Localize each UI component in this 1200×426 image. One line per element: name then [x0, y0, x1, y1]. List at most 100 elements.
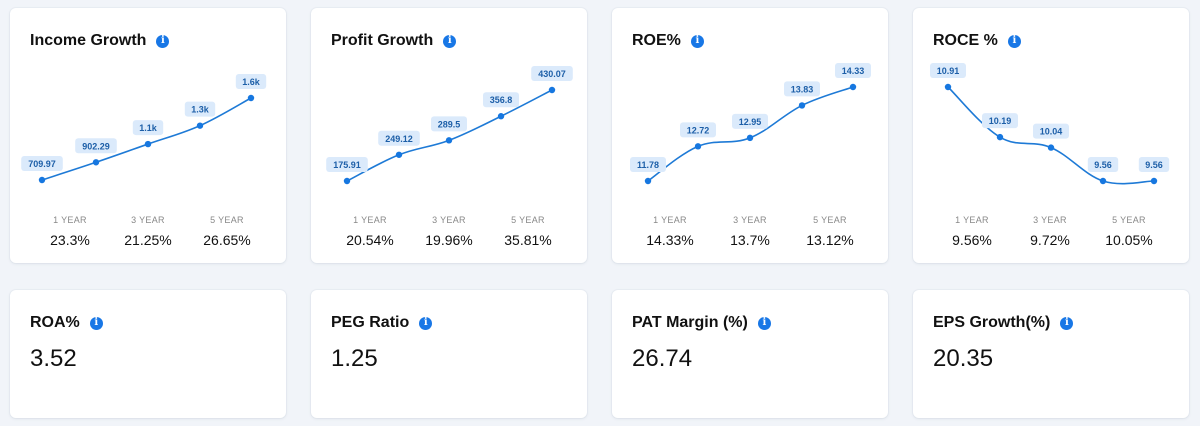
- data-point[interactable]: [996, 133, 1004, 141]
- data-label: 1.1k: [139, 123, 158, 133]
- data-point[interactable]: [644, 177, 652, 185]
- growth-value-1-year: 23.3%: [50, 232, 90, 248]
- data-label: 12.95: [739, 117, 762, 127]
- metric-value: 26.74: [632, 345, 693, 372]
- data-label-bg: [378, 130, 420, 146]
- growth-value-3-year: 21.25%: [124, 232, 172, 248]
- pat-margin-card: PAT Margin (%) i 26.74: [612, 290, 888, 418]
- data-point[interactable]: [445, 137, 453, 144]
- period-label-3-year: 3 YEAR: [131, 215, 165, 225]
- data-point[interactable]: [196, 122, 204, 129]
- data-point[interactable]: [944, 83, 952, 91]
- info-icon[interactable]: i: [1060, 316, 1074, 330]
- period-label-1-year: 1 YEAR: [653, 215, 687, 225]
- growth-value-5-year: 26.65%: [203, 232, 251, 248]
- data-label: 12.72: [687, 125, 710, 135]
- metric-value: 3.52: [30, 345, 77, 372]
- card-title: ROE% i: [632, 32, 704, 50]
- period-label-5-year: 5 YEAR: [1112, 215, 1146, 225]
- card-title-text: ROE%: [632, 32, 681, 49]
- data-point[interactable]: [343, 177, 351, 185]
- growth-value-5-year: 35.81%: [504, 232, 552, 248]
- data-label: 11.78: [637, 160, 659, 170]
- data-label: 10.19: [989, 116, 1012, 126]
- data-point[interactable]: [746, 134, 754, 142]
- card-title: PAT Margin (%) i: [632, 314, 771, 332]
- data-point[interactable]: [92, 159, 100, 166]
- series-line: [647, 86, 854, 182]
- period-label-1-year: 1 YEAR: [353, 215, 387, 225]
- period-label-1-year: 1 YEAR: [955, 215, 989, 225]
- data-label: 1.3k: [191, 105, 210, 115]
- roce-card: ROCE % i 10.91 10.19 10.04 9.56 9.56 1 YEAR …: [913, 8, 1189, 263]
- roe-card: ROE% i 11.78 12.72 12.95 13.83 14.33 1 YEAR …: [612, 8, 888, 263]
- card-title: Profit Growth i: [331, 32, 457, 50]
- period-labels: 1 YEAR 3 YEAR 5 YEAR: [10, 215, 286, 227]
- data-point[interactable]: [1099, 177, 1107, 185]
- data-point[interactable]: [395, 151, 403, 158]
- data-label-bg: [531, 66, 573, 81]
- data-label: 430.07: [538, 69, 566, 79]
- data-point[interactable]: [497, 113, 505, 120]
- card-title-text: Income Growth: [30, 32, 147, 49]
- income-growth-card: Income Growth i 709.97 902.29 1.1k 1.3k 1.6k…: [10, 8, 286, 263]
- roa-card: ROA% i 3.52: [10, 290, 286, 418]
- data-label-bg: [1087, 157, 1119, 172]
- data-label: 10.04: [1040, 127, 1063, 137]
- card-title: ROA% i: [30, 314, 103, 332]
- data-point[interactable]: [1047, 144, 1055, 151]
- data-point[interactable]: [144, 140, 152, 148]
- data-label-bg: [982, 113, 1018, 129]
- data-label-bg: [1033, 123, 1069, 139]
- info-icon[interactable]: i: [690, 34, 704, 48]
- card-title-text: ROCE %: [933, 32, 998, 49]
- card-title: EPS Growth(%) i: [933, 314, 1074, 332]
- data-label-bg: [75, 138, 117, 154]
- info-icon[interactable]: i: [156, 34, 170, 48]
- data-label: 175.91: [333, 160, 361, 170]
- eps-growth-card: EPS Growth(%) i 20.35: [913, 290, 1189, 418]
- data-label-bg: [21, 156, 63, 171]
- data-label-bg: [1138, 157, 1170, 172]
- info-icon[interactable]: i: [89, 316, 103, 330]
- info-icon[interactable]: i: [757, 316, 771, 330]
- growth-value-3-year: 13.7%: [730, 232, 770, 248]
- card-title-text: Profit Growth: [331, 32, 434, 49]
- roce-chart: 10.91 10.19 10.04 9.56 9.56: [930, 63, 1170, 185]
- data-label: 249.12: [385, 134, 413, 144]
- data-point[interactable]: [798, 102, 806, 109]
- growth-value-3-year: 9.72%: [1030, 232, 1070, 248]
- data-label: 902.29: [82, 141, 110, 151]
- period-label-3-year: 3 YEAR: [1033, 215, 1067, 225]
- data-label: 289.5: [438, 119, 461, 129]
- metric-value: 20.35: [933, 345, 994, 372]
- data-point[interactable]: [849, 83, 857, 91]
- income-growth-chart: 709.97 902.29 1.1k 1.3k 1.6k: [21, 74, 267, 184]
- data-label-bg: [930, 63, 966, 78]
- series-line: [346, 89, 553, 182]
- info-icon[interactable]: i: [419, 316, 433, 330]
- card-title-text: ROA%: [30, 314, 80, 331]
- data-point[interactable]: [38, 176, 46, 184]
- card-title: ROCE % i: [933, 32, 1021, 50]
- data-point[interactable]: [694, 143, 702, 150]
- data-label: 709.97: [28, 159, 56, 169]
- period-labels: 1 YEAR 3 YEAR 5 YEAR: [612, 215, 888, 227]
- data-point[interactable]: [548, 86, 556, 94]
- card-title: PEG Ratio i: [331, 314, 433, 332]
- data-label: 1.6k: [242, 77, 261, 87]
- info-icon[interactable]: i: [1007, 34, 1021, 48]
- growth-value-1-year: 20.54%: [346, 232, 394, 248]
- period-label-1-year: 1 YEAR: [53, 215, 87, 225]
- period-label-5-year: 5 YEAR: [210, 215, 244, 225]
- growth-value-5-year: 13.12%: [806, 232, 854, 248]
- data-point[interactable]: [1150, 177, 1158, 185]
- data-label-bg: [732, 113, 768, 129]
- data-label-bg: [630, 157, 666, 172]
- growth-value-5-year: 10.05%: [1105, 232, 1153, 248]
- data-label-bg: [784, 81, 820, 97]
- data-point[interactable]: [247, 94, 255, 102]
- info-icon[interactable]: i: [443, 34, 457, 48]
- data-label-bg: [431, 116, 467, 132]
- card-title-text: PEG Ratio: [331, 314, 410, 331]
